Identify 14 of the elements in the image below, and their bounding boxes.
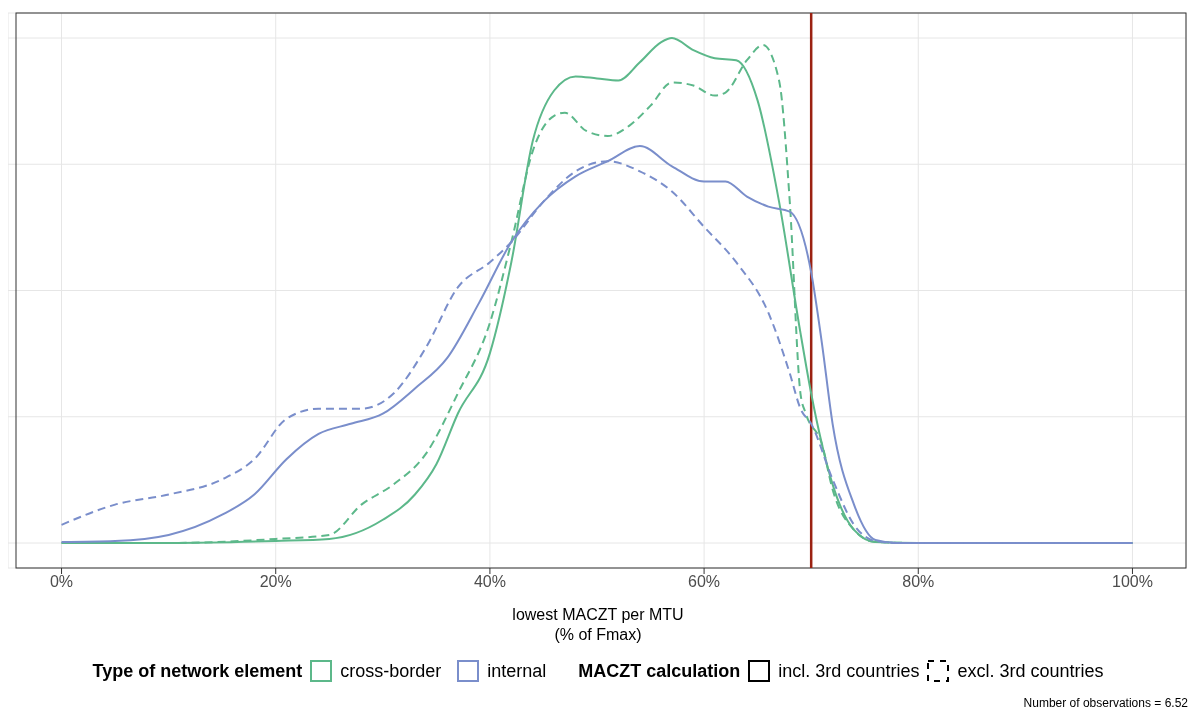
x-tick-label: 80% bbox=[902, 573, 935, 591]
text: Number of observations = 6.52 bbox=[1022, 696, 1188, 710]
legend-label: internal bbox=[486, 660, 547, 682]
x-tick-label: 20% bbox=[259, 573, 292, 591]
legend-title: Type of network element bbox=[92, 660, 303, 682]
legend-label: cross-border bbox=[339, 660, 442, 682]
x-tick-label: 0% bbox=[49, 573, 74, 591]
x-tick-label: 40% bbox=[473, 573, 506, 591]
x-tick-label: 100% bbox=[1111, 573, 1153, 591]
text: excl. 3rd countries bbox=[956, 660, 1104, 682]
text: MACZT calculation bbox=[578, 660, 741, 682]
x-axis-title: lowest MACZT per MTU (% of Fmax) bbox=[512, 606, 684, 643]
x-tick-label: 60% bbox=[688, 573, 721, 591]
text: incl. 3rd countries bbox=[777, 660, 920, 682]
